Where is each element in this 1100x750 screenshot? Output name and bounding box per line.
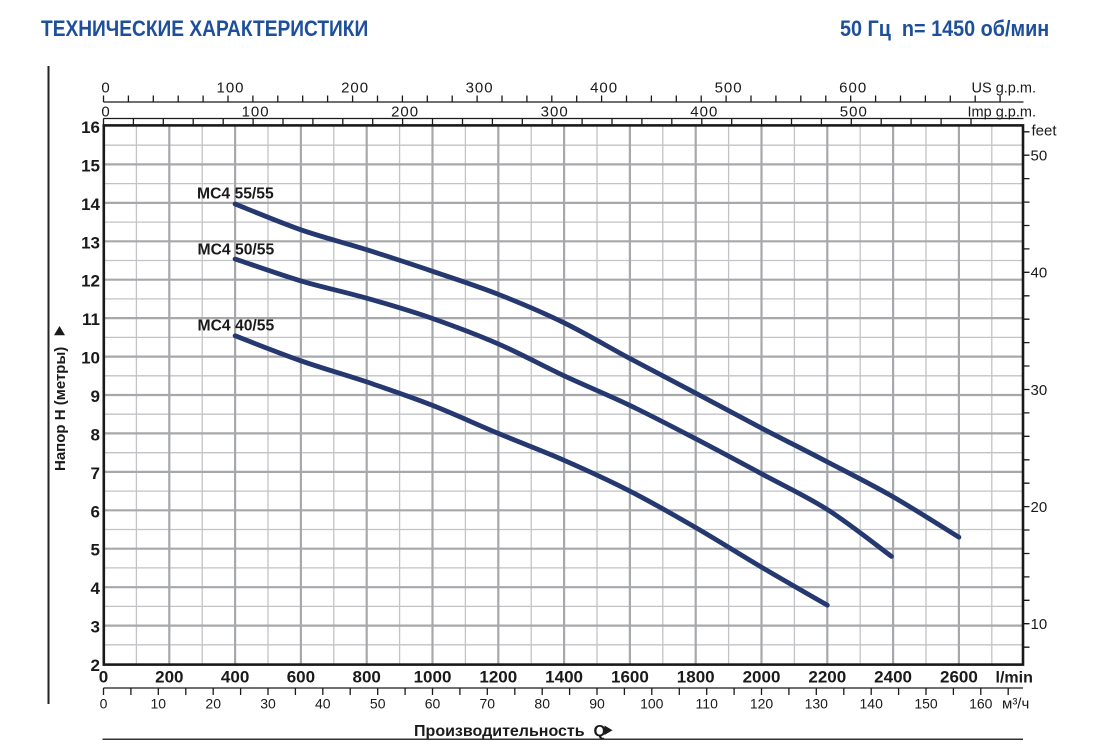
svg-text:MC4 40/55: MC4 40/55 [198,318,275,335]
svg-text:0: 0 [101,80,110,97]
svg-text:16: 16 [81,118,100,137]
svg-text:4: 4 [91,579,101,598]
svg-text:1800: 1800 [677,668,715,687]
svg-text:80: 80 [534,696,550,712]
svg-text:200: 200 [341,80,369,97]
svg-text:140: 140 [860,696,884,712]
svg-text:120: 120 [750,696,774,712]
svg-text:feet: feet [1032,122,1058,139]
svg-text:2000: 2000 [743,668,781,687]
svg-text:400: 400 [590,80,618,97]
svg-text:300: 300 [541,104,569,121]
svg-text:40: 40 [1031,265,1048,282]
svg-text:70: 70 [480,696,496,712]
svg-text:US g.p.m.: US g.p.m. [972,81,1036,97]
svg-text:100: 100 [242,104,270,121]
svg-text:10: 10 [81,349,100,368]
svg-text:500: 500 [715,80,743,97]
svg-text:MC4 55/55: MC4 55/55 [197,186,274,203]
svg-text:1000: 1000 [414,668,452,687]
svg-text:7: 7 [91,464,100,483]
svg-text:11: 11 [82,310,100,329]
svg-text:Imp g.p.m.: Imp g.p.m. [968,105,1037,121]
svg-text:0: 0 [101,104,110,121]
svg-text:Напор H (метры): Напор H (метры) [52,347,69,471]
svg-text:2200: 2200 [808,668,846,687]
svg-text:8: 8 [91,425,100,444]
svg-text:1200: 1200 [479,668,517,687]
svg-text:10: 10 [151,696,167,712]
svg-text:150: 150 [914,696,938,712]
svg-text:2600: 2600 [940,668,978,687]
svg-text:1600: 1600 [611,668,649,687]
svg-text:1400: 1400 [545,668,583,687]
svg-text:30: 30 [260,696,276,712]
svg-text:2400: 2400 [874,668,912,687]
svg-text:200: 200 [155,668,183,687]
svg-text:9: 9 [91,387,100,406]
svg-text:60: 60 [425,696,441,712]
svg-text:0: 0 [100,696,108,712]
svg-text:500: 500 [840,104,868,121]
svg-text:100: 100 [216,80,244,97]
svg-text:110: 110 [696,696,719,712]
svg-text:м³/ч: м³/ч [1002,696,1029,713]
svg-text:50: 50 [1031,148,1048,165]
svg-text:l/min: l/min [996,670,1033,687]
svg-text:130: 130 [805,696,829,712]
svg-text:600: 600 [839,80,867,97]
svg-text:14: 14 [81,195,100,214]
svg-text:15: 15 [81,156,100,175]
svg-text:10: 10 [1031,616,1048,633]
svg-text:MC4 50/55: MC4 50/55 [198,242,275,259]
svg-text:300: 300 [466,80,494,97]
svg-text:600: 600 [287,668,315,687]
svg-text:13: 13 [81,233,100,252]
svg-text:20: 20 [1031,499,1048,516]
svg-text:400: 400 [690,104,718,121]
svg-text:50: 50 [370,696,386,712]
svg-text:0: 0 [99,668,108,687]
svg-text:400: 400 [221,668,249,687]
svg-text:12: 12 [81,272,100,291]
svg-text:6: 6 [91,502,100,521]
svg-text:Производительность Q: Производительность Q [414,723,606,740]
svg-text:5: 5 [91,541,100,560]
svg-text:3: 3 [91,618,100,637]
svg-text:2: 2 [91,656,100,675]
svg-text:40: 40 [315,696,331,712]
svg-text:800: 800 [353,668,381,687]
svg-text:100: 100 [640,696,664,712]
svg-text:200: 200 [391,104,419,121]
svg-text:30: 30 [1031,382,1048,399]
svg-text:160: 160 [969,696,993,712]
svg-text:90: 90 [589,696,605,712]
svg-text:20: 20 [205,696,221,712]
